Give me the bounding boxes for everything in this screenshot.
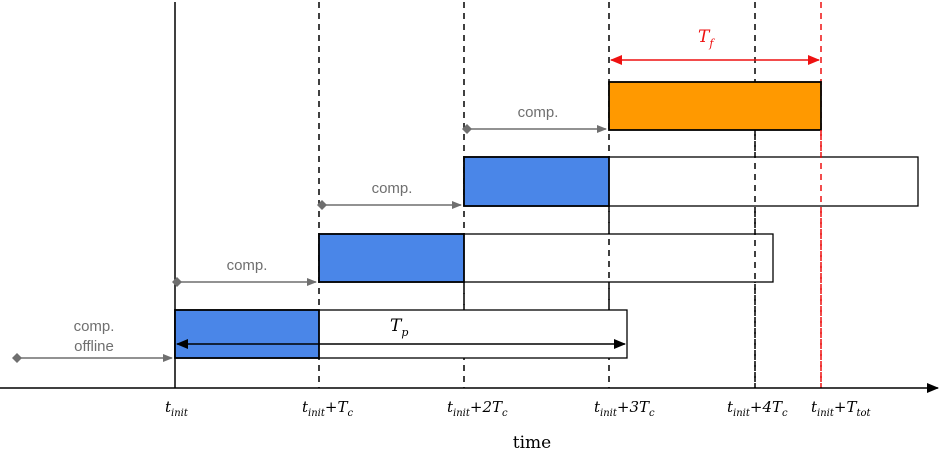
tick-label-3: tinit+3Tc [594, 398, 655, 419]
tick-label-1: tinit+Tc [302, 398, 353, 419]
tick-label-2: tinit+2Tc [447, 398, 508, 419]
row3-blue-block [463, 156, 610, 207]
tf-label: Tf [698, 27, 715, 50]
comp-offline-label-line1: comp. [74, 318, 115, 335]
tick-labels: tinit tinit+Tc tinit+2Tc tinit+3Tc tinit+4Tc… [165, 398, 872, 419]
row2-blue-block [318, 233, 465, 283]
tick-label-5: tinit+Ttot [811, 398, 872, 419]
comp-label-2: comp. [372, 180, 413, 197]
row4-orange-block [608, 81, 822, 131]
comp-label-1: comp. [227, 257, 268, 274]
axis-title: time [513, 433, 551, 453]
row1-blue-block [174, 309, 320, 359]
tp-label: Tp [390, 316, 408, 339]
comp-offline-label-line2: offline [74, 338, 114, 355]
tick-label-0: tinit [165, 398, 189, 419]
comp-label-3: comp. [518, 104, 559, 121]
tick-label-4: tinit+4Tc [727, 398, 788, 419]
